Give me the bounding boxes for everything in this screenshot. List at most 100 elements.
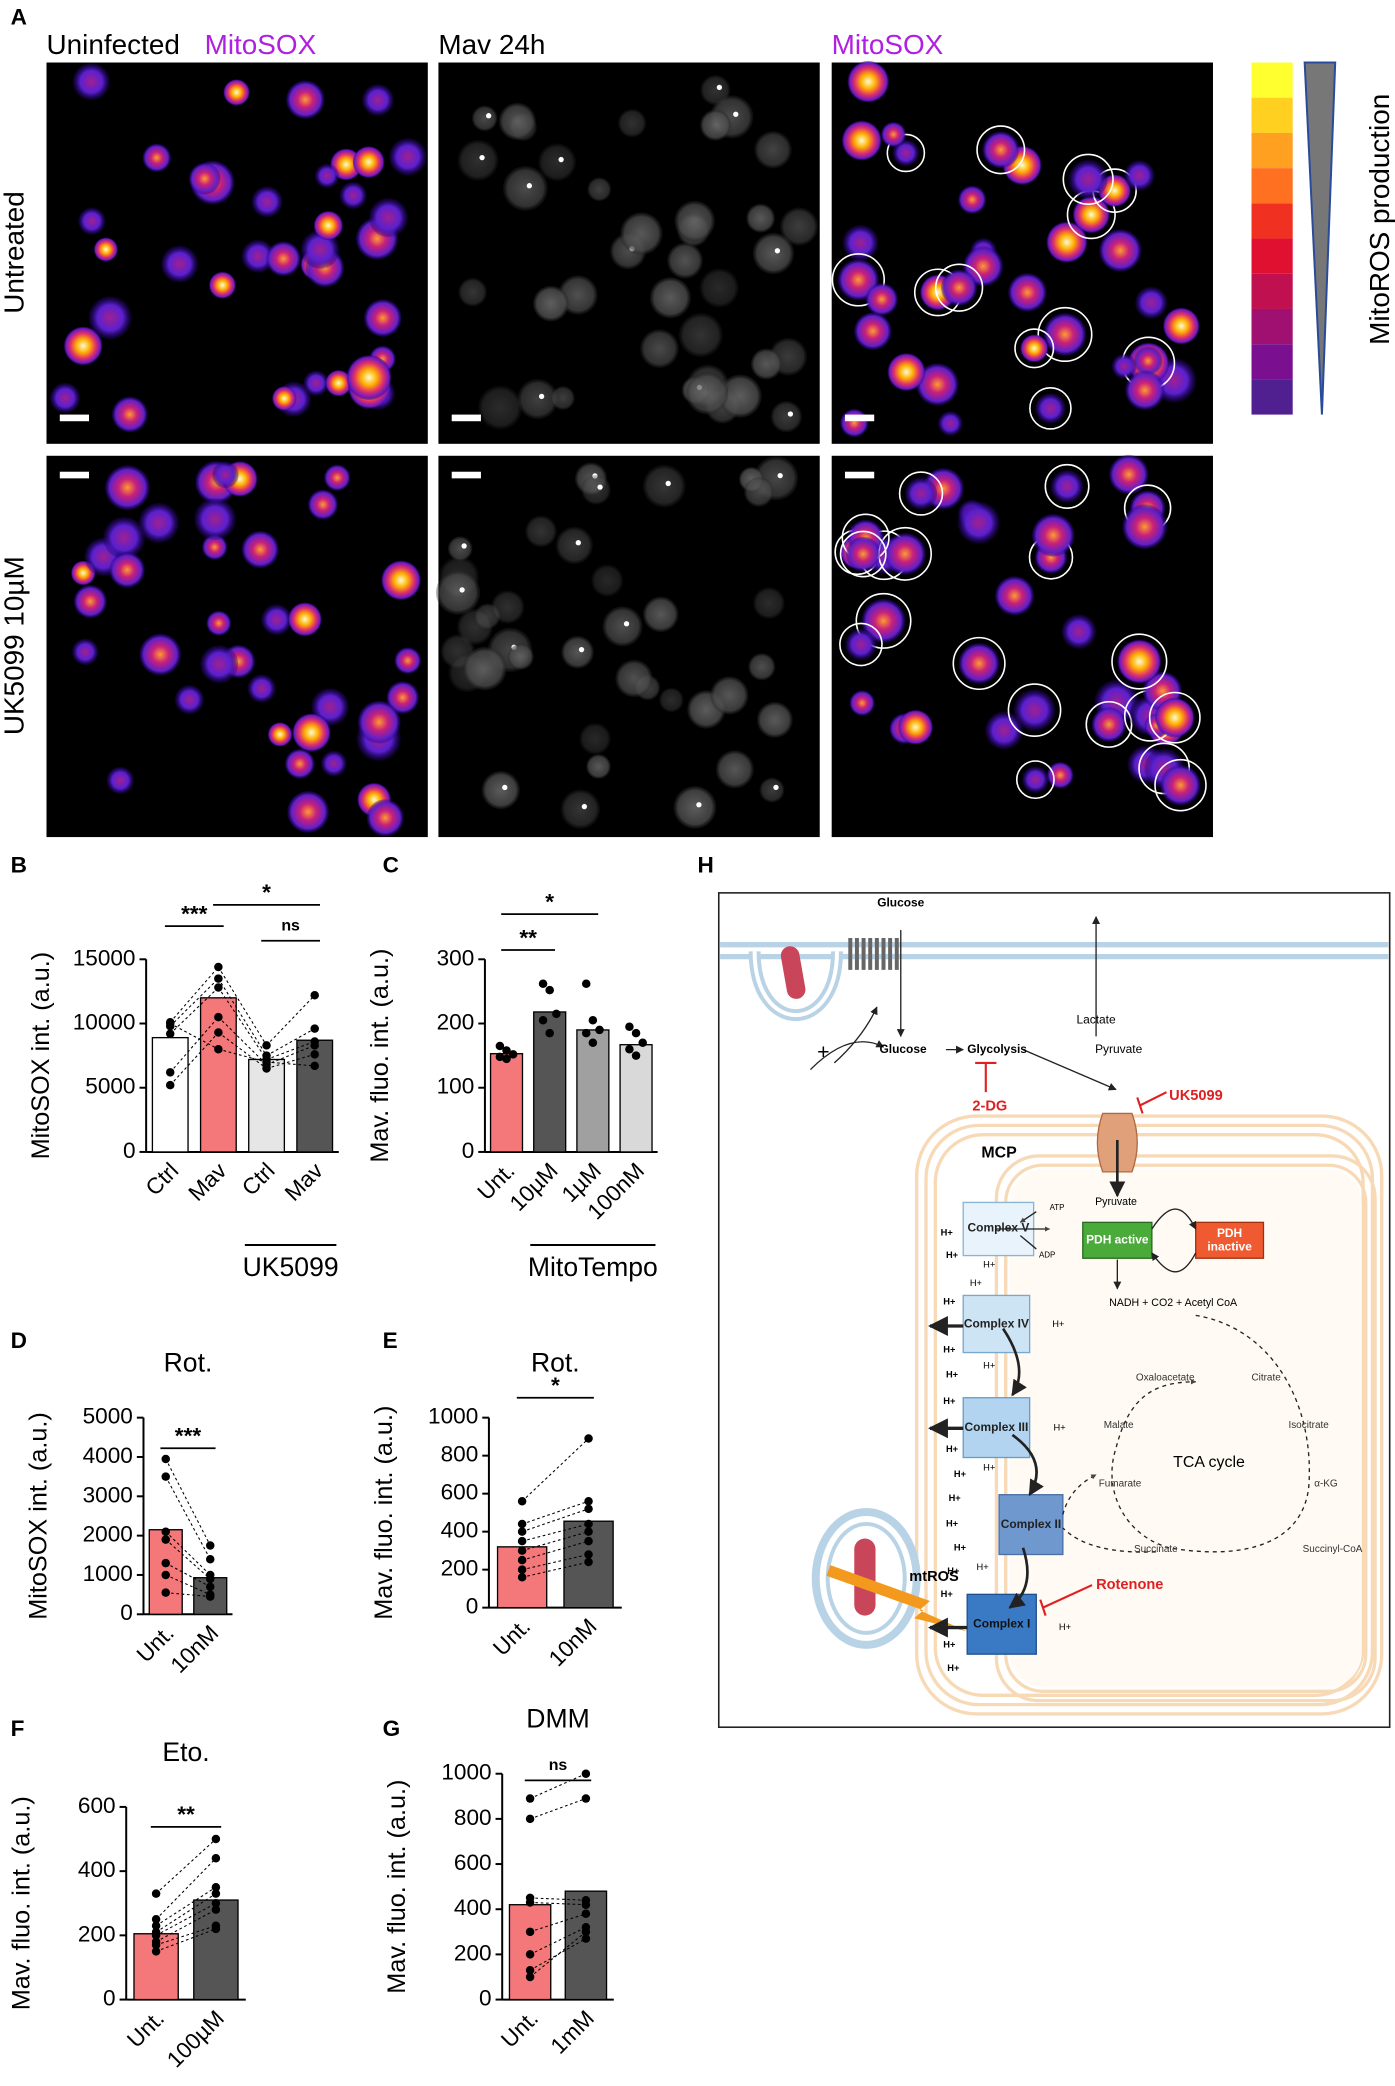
data-point [214, 1044, 223, 1054]
data-point [588, 1016, 598, 1025]
cell [72, 638, 99, 666]
tca-metabolite: Fumarate [1099, 1479, 1142, 1490]
cell [73, 584, 107, 619]
diagram-label: ATP [1050, 1203, 1065, 1212]
data-point [211, 1898, 221, 1908]
data-point [211, 1854, 221, 1863]
cell [72, 63, 110, 101]
pair-line [521, 1500, 589, 1525]
pair-line [521, 1531, 589, 1552]
data-point [581, 1909, 591, 1918]
cell [1020, 334, 1049, 363]
y-tick-label: 0 [479, 1986, 492, 2011]
data-point [205, 1554, 215, 1564]
bacteria-spot [777, 472, 783, 479]
cell [678, 312, 723, 358]
cell [1117, 639, 1162, 684]
cell-outline [1015, 760, 1055, 800]
cell-outline [855, 592, 912, 649]
pair-line [529, 1931, 587, 1978]
pdh-box-label: PDH active [1086, 1232, 1148, 1245]
proton: H+ [954, 1469, 967, 1479]
data-point [211, 1905, 221, 1914]
y-tick-label: 200 [441, 1556, 479, 1581]
bacteria-spot [597, 484, 603, 490]
data-point [517, 1572, 527, 1582]
y-tick-label: 5000 [85, 1074, 135, 1099]
lut-block [1251, 62, 1293, 98]
bacteria-spot [774, 248, 781, 254]
cell [272, 386, 297, 411]
data-point [584, 1527, 593, 1536]
pair-line [155, 1928, 217, 1952]
data-point [495, 1052, 505, 1062]
pair-line [169, 1023, 219, 1050]
cell [457, 139, 499, 181]
data-point [508, 1050, 518, 1059]
cell [106, 766, 134, 795]
complex-label-text: Complex III [964, 1419, 1029, 1433]
pair-line [155, 1893, 217, 1933]
pair-line [266, 1028, 315, 1057]
micrograph [435, 455, 820, 838]
cell [887, 353, 926, 391]
micrograph [438, 62, 820, 444]
proton: H+ [943, 1396, 956, 1406]
cell [284, 748, 315, 779]
row-title: UK5099 10µM [0, 556, 29, 735]
cell [746, 203, 776, 233]
panel-label: D [11, 1328, 27, 1353]
diagram-label: + [817, 1040, 829, 1064]
cell [937, 411, 963, 436]
data-point [525, 1927, 535, 1937]
cell [1109, 454, 1149, 495]
cell [1068, 159, 1108, 199]
data-point [161, 1570, 170, 1580]
cell [435, 570, 481, 615]
y-tick-label: 800 [454, 1805, 492, 1830]
pair-line [169, 987, 219, 1035]
cell [241, 530, 279, 569]
bacteria-spot [575, 540, 581, 546]
cell-outline [952, 636, 1006, 691]
diagram-label: Glucose [880, 1042, 927, 1056]
cell [206, 610, 232, 636]
cell [1043, 313, 1087, 356]
cell [313, 210, 343, 241]
y-axis-label: MitoSOX int. (a.u.) [27, 952, 55, 1160]
data-point [595, 1025, 604, 1035]
lut-block [1251, 132, 1293, 169]
bacteria-spot [773, 784, 779, 791]
cell [1122, 504, 1168, 550]
pair-line [521, 1523, 589, 1542]
scale-bar [844, 471, 875, 479]
bacteria-spot [485, 113, 492, 119]
cell [161, 245, 199, 283]
cell [718, 374, 762, 418]
panel-label: B [11, 852, 27, 877]
data-point [214, 962, 223, 972]
lut-block [1251, 379, 1293, 415]
lut-block [1251, 97, 1293, 133]
pdh-box-label-text: PDH inactive [1207, 1225, 1252, 1253]
cell-outline [934, 263, 984, 312]
cell-outline [831, 253, 886, 307]
cell [659, 687, 684, 713]
y-tick-label: 1000 [83, 1561, 133, 1586]
bacteria-spot [459, 587, 465, 593]
lut-block [1251, 168, 1293, 204]
cell [517, 378, 558, 420]
bar [248, 1058, 286, 1153]
cell [200, 645, 239, 684]
pair-line [266, 1044, 315, 1066]
data-point [517, 1536, 527, 1546]
micrograph [831, 60, 1213, 444]
tca-metabolite: Malate [1104, 1420, 1134, 1431]
pair-line [165, 1458, 211, 1546]
cell [845, 536, 881, 572]
x-tick-label: Ctrl [237, 1158, 280, 1201]
cell [303, 370, 329, 396]
cell [904, 477, 938, 510]
cell [1111, 353, 1137, 379]
data-point [165, 1068, 175, 1077]
